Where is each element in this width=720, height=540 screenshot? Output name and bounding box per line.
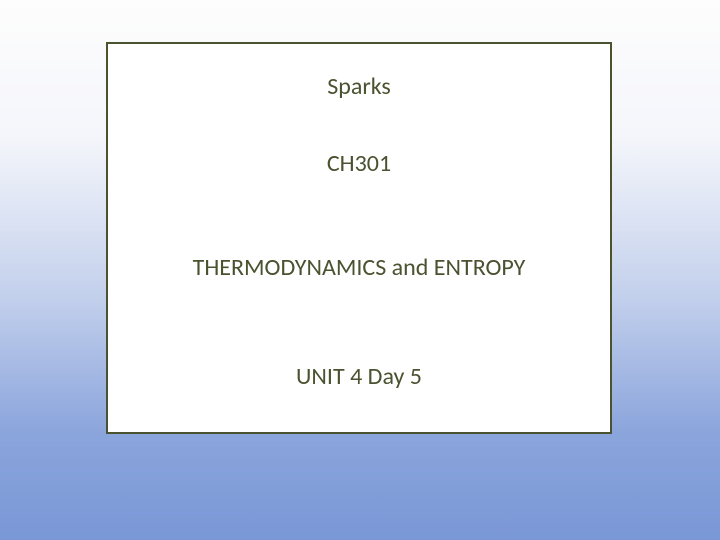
instructor-name: Sparks <box>108 72 610 101</box>
slide-background: Sparks CH301 THERMODYNAMICS and ENTROPY … <box>0 0 720 540</box>
unit-label: UNIT 4 Day 5 <box>108 362 610 391</box>
course-code: CH301 <box>108 149 610 178</box>
topic-title: THERMODYNAMICS and ENTROPY <box>108 253 610 282</box>
title-content-box: Sparks CH301 THERMODYNAMICS and ENTROPY … <box>106 42 612 434</box>
